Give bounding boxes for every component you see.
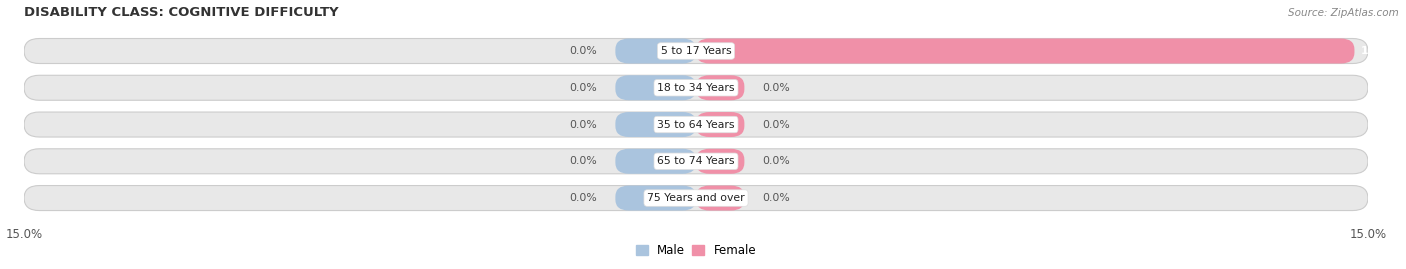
FancyBboxPatch shape	[24, 149, 1368, 174]
Text: 0.0%: 0.0%	[762, 156, 790, 166]
FancyBboxPatch shape	[696, 149, 744, 174]
FancyBboxPatch shape	[24, 186, 1368, 211]
Legend: Male, Female: Male, Female	[631, 239, 761, 261]
Text: 5 to 17 Years: 5 to 17 Years	[661, 46, 731, 56]
FancyBboxPatch shape	[616, 38, 696, 63]
Text: 0.0%: 0.0%	[569, 156, 598, 166]
FancyBboxPatch shape	[616, 75, 696, 100]
FancyBboxPatch shape	[696, 75, 744, 100]
FancyBboxPatch shape	[616, 149, 696, 174]
Text: 0.0%: 0.0%	[762, 193, 790, 203]
FancyBboxPatch shape	[616, 112, 696, 137]
FancyBboxPatch shape	[24, 75, 1368, 100]
FancyBboxPatch shape	[24, 112, 1368, 137]
Text: DISABILITY CLASS: COGNITIVE DIFFICULTY: DISABILITY CLASS: COGNITIVE DIFFICULTY	[24, 6, 339, 19]
Text: 65 to 74 Years: 65 to 74 Years	[657, 156, 735, 166]
Text: 18 to 34 Years: 18 to 34 Years	[657, 83, 735, 93]
Text: 14.7%: 14.7%	[1361, 46, 1399, 56]
Text: 0.0%: 0.0%	[569, 119, 598, 130]
Text: 0.0%: 0.0%	[569, 193, 598, 203]
Text: 0.0%: 0.0%	[569, 83, 598, 93]
Text: 0.0%: 0.0%	[762, 119, 790, 130]
FancyBboxPatch shape	[696, 38, 1354, 63]
FancyBboxPatch shape	[696, 186, 744, 211]
Text: 0.0%: 0.0%	[569, 46, 598, 56]
FancyBboxPatch shape	[24, 38, 1368, 63]
Text: 0.0%: 0.0%	[762, 83, 790, 93]
Text: Source: ZipAtlas.com: Source: ZipAtlas.com	[1288, 8, 1399, 18]
FancyBboxPatch shape	[696, 112, 744, 137]
Text: 35 to 64 Years: 35 to 64 Years	[657, 119, 735, 130]
FancyBboxPatch shape	[616, 186, 696, 211]
Text: 75 Years and over: 75 Years and over	[647, 193, 745, 203]
